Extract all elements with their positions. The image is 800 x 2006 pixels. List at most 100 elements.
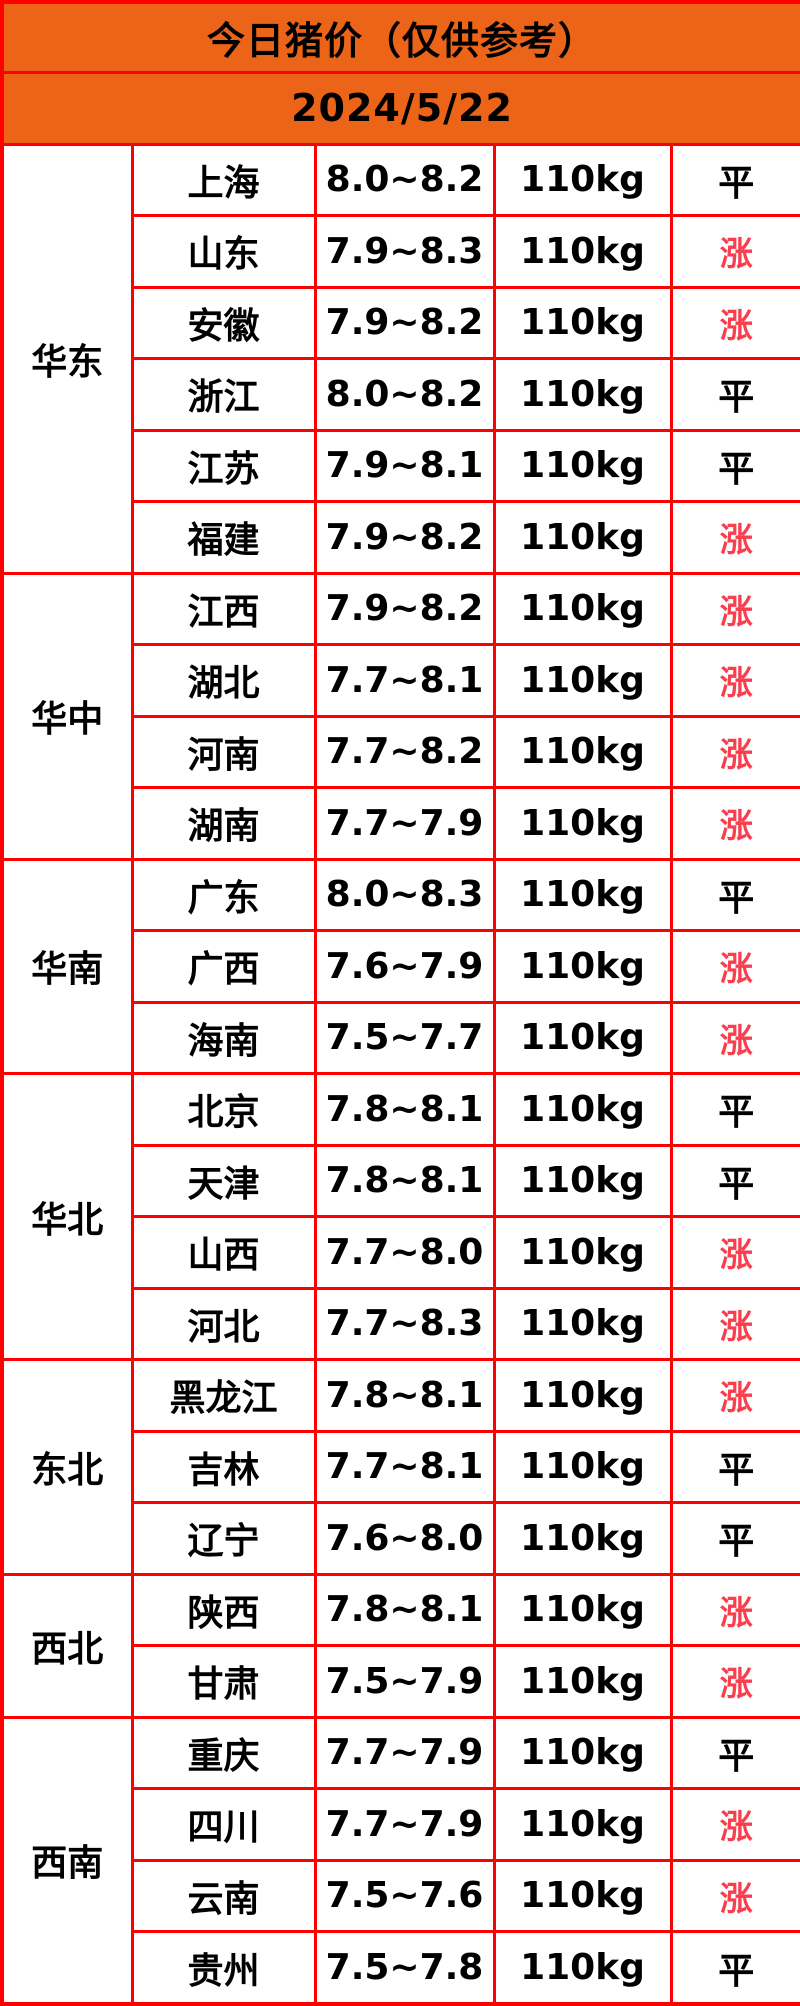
trend-cell: 平 — [669, 428, 800, 503]
price-cell: 7.7~8.1 — [313, 643, 496, 718]
weight-cell: 110kg — [492, 1429, 673, 1504]
table-row: 浙江 8.0~8.2 110kg 平 — [2, 357, 800, 432]
table-row: 华中 江西 7.9~8.2 110kg 涨 — [0, 571, 800, 861]
price-cell: 7.7~8.0 — [313, 1215, 496, 1290]
price-cell: 7.7~7.9 — [313, 786, 496, 861]
price-cell: 7.7~8.3 — [313, 1286, 496, 1361]
province-cell: 湖南 — [130, 786, 317, 861]
region-cell: 西北 — [0, 1572, 134, 1719]
weight-cell: 110kg — [492, 357, 673, 432]
trend-cell: 涨 — [669, 1215, 800, 1290]
table-row: 西南 重庆 7.7~7.9 110kg 平 — [0, 1715, 800, 2006]
trend-cell: 平 — [669, 1715, 800, 1790]
weight-cell: 110kg — [492, 857, 673, 932]
province-cell: 四川 — [130, 1787, 317, 1862]
table-row: 华南 广东 8.0~8.3 110kg 平 — [0, 857, 800, 1075]
weight-cell: 110kg — [492, 1715, 673, 1790]
trend-cell: 平 — [669, 357, 800, 432]
price-cell: 7.7~8.1 — [313, 1429, 496, 1504]
table-row: 辽宁 7.6~8.0 110kg 平 — [2, 1501, 800, 1576]
trend-cell: 涨 — [669, 1572, 800, 1647]
table-row: 吉林 7.7~8.1 110kg 平 — [2, 1429, 800, 1504]
table-row: 河北 7.7~8.3 110kg 涨 — [2, 1286, 800, 1361]
trend-cell: 涨 — [669, 214, 800, 289]
weight-cell: 110kg — [492, 1072, 673, 1147]
trend-cell: 涨 — [669, 1644, 800, 1719]
region-cell: 华中 — [0, 571, 134, 861]
price-cell: 7.8~8.1 — [313, 1072, 496, 1147]
province-cell: 河南 — [130, 714, 317, 789]
weight-cell: 110kg — [492, 786, 673, 861]
province-cell: 广西 — [130, 929, 317, 1004]
weight-cell: 110kg — [492, 1787, 673, 1862]
table-row: 安徽 7.9~8.2 110kg 涨 — [2, 285, 800, 360]
trend-cell: 涨 — [669, 714, 800, 789]
price-cell: 7.8~8.1 — [313, 1143, 496, 1218]
province-cell: 河北 — [130, 1286, 317, 1361]
weight-cell: 110kg — [492, 1358, 673, 1433]
region-cell: 东北 — [0, 1358, 134, 1576]
weight-cell: 110kg — [492, 714, 673, 789]
table-row: 云南 7.5~7.6 110kg 涨 — [2, 1858, 800, 1933]
table-row: 福建 7.9~8.2 110kg 涨 — [2, 500, 800, 575]
table-row: 海南 7.5~7.7 110kg 涨 — [2, 1000, 800, 1075]
weight-cell: 110kg — [492, 929, 673, 1004]
weight-cell: 110kg — [492, 1000, 673, 1075]
province-cell: 江西 — [130, 571, 317, 646]
trend-cell: 涨 — [669, 1858, 800, 1933]
weight-cell: 110kg — [492, 1572, 673, 1647]
trend-cell: 涨 — [669, 1000, 800, 1075]
price-cell: 7.9~8.1 — [313, 428, 496, 503]
province-cell: 甘肃 — [130, 1644, 317, 1719]
region-cell: 华东 — [0, 142, 134, 575]
weight-cell: 110kg — [492, 643, 673, 718]
price-cell: 7.9~8.2 — [313, 285, 496, 360]
price-cell: 7.6~8.0 — [313, 1501, 496, 1576]
table-row: 华北 北京 7.8~8.1 110kg 平 — [0, 1072, 800, 1361]
date-row: 2024/5/22 — [0, 70, 800, 146]
table-row: 山东 7.9~8.3 110kg 涨 — [2, 214, 800, 289]
price-cell: 7.9~8.2 — [313, 500, 496, 575]
province-cell: 广东 — [130, 857, 317, 932]
trend-cell: 平 — [669, 1930, 800, 2006]
price-cell: 7.9~8.2 — [313, 571, 496, 646]
page-title: 今日猪价（仅供参考） — [0, 0, 800, 74]
table-row: 贵州 7.5~7.8 110kg 平 — [2, 1930, 800, 2006]
weight-cell: 110kg — [492, 1644, 673, 1719]
table-row: 湖南 7.7~7.9 110kg 涨 — [2, 786, 800, 861]
province-cell: 北京 — [130, 1072, 317, 1147]
price-cell: 7.9~8.3 — [313, 214, 496, 289]
price-cell: 7.7~7.9 — [313, 1787, 496, 1862]
province-cell: 上海 — [130, 142, 317, 217]
price-cell: 7.8~8.1 — [313, 1358, 496, 1433]
province-cell: 辽宁 — [130, 1501, 317, 1576]
weight-cell: 110kg — [492, 214, 673, 289]
weight-cell: 110kg — [492, 500, 673, 575]
trend-cell: 平 — [669, 1072, 800, 1147]
table-row: 广西 7.6~7.9 110kg 涨 — [2, 929, 800, 1004]
trend-cell: 涨 — [669, 571, 800, 646]
trend-cell: 涨 — [669, 643, 800, 718]
date-header: 2024/5/22 — [0, 70, 800, 146]
weight-cell: 110kg — [492, 1501, 673, 1576]
trend-cell: 涨 — [669, 786, 800, 861]
province-cell: 海南 — [130, 1000, 317, 1075]
region-cell: 西南 — [0, 1715, 134, 2006]
trend-cell: 平 — [669, 1429, 800, 1504]
table-row: 湖北 7.7~8.1 110kg 涨 — [2, 643, 800, 718]
table-row: 山西 7.7~8.0 110kg 涨 — [2, 1215, 800, 1290]
trend-cell: 涨 — [669, 929, 800, 1004]
region-cell: 华北 — [0, 1072, 134, 1361]
table-row: 天津 7.8~8.1 110kg 平 — [2, 1143, 800, 1218]
price-cell: 7.5~7.7 — [313, 1000, 496, 1075]
weight-cell: 110kg — [492, 142, 673, 217]
price-cell: 8.0~8.2 — [313, 357, 496, 432]
price-cell: 7.7~8.2 — [313, 714, 496, 789]
province-cell: 浙江 — [130, 357, 317, 432]
weight-cell: 110kg — [492, 428, 673, 503]
table-row: 东北 黑龙江 7.8~8.1 110kg 涨 — [0, 1358, 800, 1576]
weight-cell: 110kg — [492, 1858, 673, 1933]
trend-cell: 涨 — [669, 1286, 800, 1361]
